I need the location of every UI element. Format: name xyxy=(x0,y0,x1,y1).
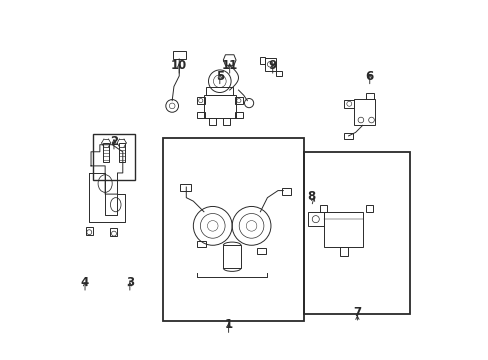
Bar xyxy=(93,134,135,180)
Bar xyxy=(223,118,230,125)
Bar xyxy=(180,184,190,191)
Bar xyxy=(85,227,93,235)
Bar xyxy=(110,228,117,237)
Bar xyxy=(353,99,374,125)
Bar xyxy=(197,112,204,118)
Bar xyxy=(163,138,304,321)
Bar xyxy=(339,247,347,256)
Bar xyxy=(365,93,373,99)
Bar xyxy=(103,143,109,162)
Bar xyxy=(344,100,353,108)
Text: 9: 9 xyxy=(268,59,276,72)
Bar xyxy=(197,241,205,247)
Text: 6: 6 xyxy=(365,69,373,83)
Bar xyxy=(344,133,352,139)
Bar xyxy=(173,51,185,59)
Bar xyxy=(203,95,235,118)
Bar xyxy=(366,205,372,212)
Bar xyxy=(307,212,323,226)
Text: 7: 7 xyxy=(353,306,361,319)
Bar xyxy=(235,97,242,104)
Text: 1: 1 xyxy=(224,318,232,331)
Text: 10: 10 xyxy=(171,59,187,72)
Text: 11: 11 xyxy=(221,59,237,72)
Bar xyxy=(281,188,291,195)
Bar xyxy=(118,143,124,162)
Bar xyxy=(275,71,281,76)
Text: 3: 3 xyxy=(125,276,134,289)
Bar xyxy=(223,245,241,268)
Bar xyxy=(320,205,326,212)
Bar xyxy=(323,212,362,247)
Text: 5: 5 xyxy=(215,69,224,83)
Bar xyxy=(206,86,233,95)
Bar xyxy=(256,248,265,254)
Bar xyxy=(209,118,216,125)
Text: 2: 2 xyxy=(110,135,118,148)
Text: 4: 4 xyxy=(81,276,89,289)
Text: 8: 8 xyxy=(307,190,315,203)
Bar xyxy=(304,152,409,314)
Bar xyxy=(264,58,275,71)
Bar xyxy=(235,112,242,118)
Bar xyxy=(197,97,204,104)
Bar xyxy=(260,57,264,64)
